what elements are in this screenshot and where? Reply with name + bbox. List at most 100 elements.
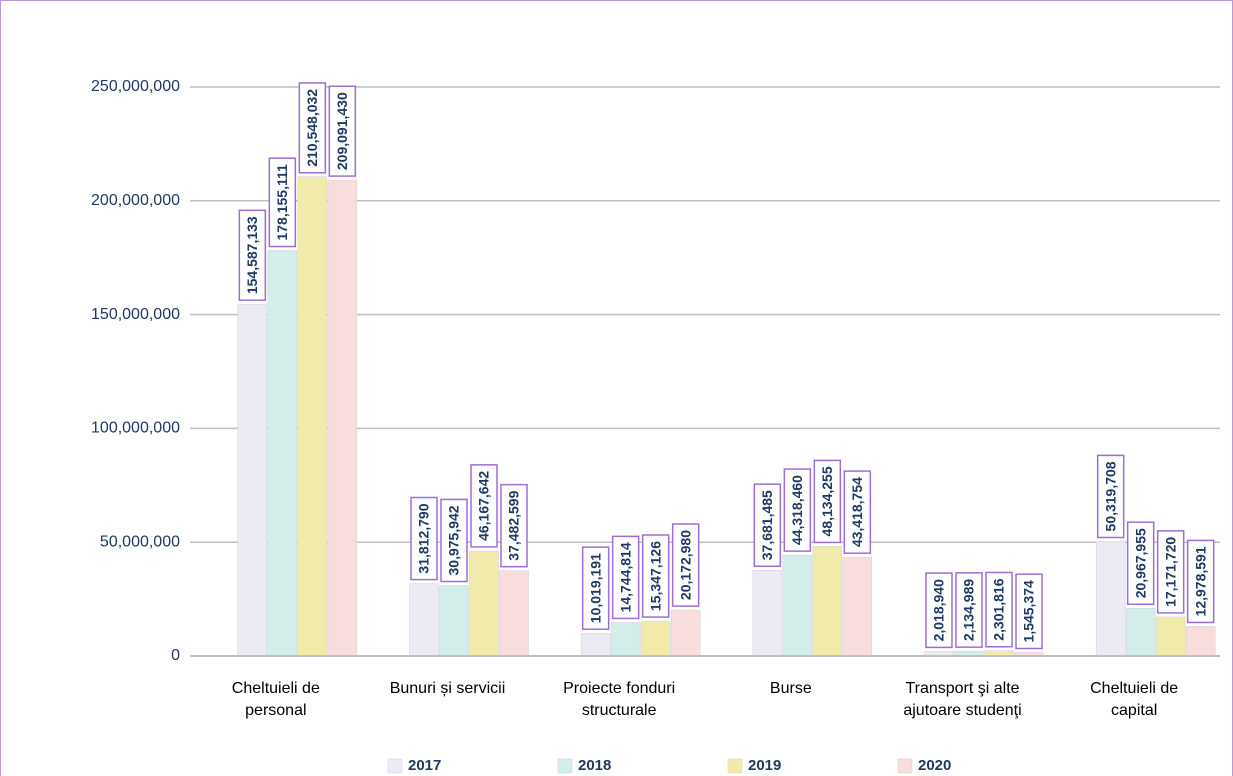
bar (782, 554, 813, 657)
value-label-box (328, 85, 357, 177)
value-label: 43,418,754 (843, 470, 872, 554)
value-label-box (440, 498, 468, 583)
value-label: 20,172,980 (671, 523, 700, 607)
value-label: 2,018,940 (925, 572, 953, 649)
value-label-text: 48,134,255 (819, 466, 835, 536)
value-label: 30,975,942 (440, 498, 468, 583)
bar (1125, 608, 1156, 657)
x-tick-label: Bunuri și servicii (390, 680, 506, 697)
value-label-text: 31,812,790 (416, 503, 432, 573)
x-tick-label: Transport şi alte ajutoare studenţi (903, 680, 1021, 719)
bar (580, 632, 611, 657)
value-label-text: 50,319,708 (1102, 461, 1118, 531)
value-label-box (298, 82, 327, 174)
value-label-text: 17,171,720 (1162, 537, 1178, 607)
value-label-box (581, 546, 610, 630)
legend-label: 2019 (748, 757, 781, 774)
bar (439, 585, 469, 657)
value-label-box (1015, 573, 1043, 650)
bar (842, 556, 873, 657)
value-label-text: 2,134,989 (961, 579, 977, 641)
y-tick-label: 100,000,000 (91, 420, 180, 437)
value-label: 20,967,955 (1126, 521, 1155, 606)
value-label: 17,171,720 (1156, 530, 1185, 614)
value-label-box (1096, 454, 1125, 539)
value-label: 46,167,642 (470, 464, 498, 548)
value-label: 1,545,374 (1015, 573, 1043, 650)
bar (670, 609, 701, 657)
value-label-box (641, 534, 670, 618)
value-label-text: 14,744,814 (617, 542, 633, 612)
value-label-text: 46,167,642 (476, 471, 492, 541)
bar (1095, 541, 1126, 657)
y-tick-label: 250,000,000 (91, 78, 180, 95)
value-label-box (410, 496, 438, 581)
bar (640, 620, 671, 657)
value-label-text: 37,681,485 (759, 490, 775, 560)
y-tick-label: 150,000,000 (91, 306, 180, 323)
legend-label: 2017 (408, 757, 441, 774)
value-label-text: 37,482,599 (506, 490, 522, 560)
value-label: 154,587,133 (238, 209, 267, 301)
value-label-box (813, 459, 842, 544)
value-label: 12,978,591 (1186, 539, 1215, 624)
legend-swatch (387, 758, 403, 774)
x-tick-label: Cheltuieli de personal (232, 680, 320, 719)
value-label-text: 15,347,126 (647, 541, 663, 611)
y-tick-label: 0 (171, 647, 180, 664)
value-label: 37,482,599 (500, 483, 528, 568)
value-label-box (843, 470, 872, 554)
value-label-box (1126, 521, 1155, 606)
value-label: 210,548,032 (298, 82, 327, 174)
bar (327, 179, 358, 657)
x-tick-label: Cheltuieli de capital (1090, 680, 1178, 719)
value-label: 2,301,816 (985, 571, 1013, 648)
value-label-box (671, 523, 700, 607)
value-label-box (470, 464, 498, 548)
value-label: 15,347,126 (641, 534, 670, 618)
value-label-box (753, 483, 782, 567)
value-label: 50,319,708 (1096, 454, 1125, 539)
bar (267, 250, 298, 657)
x-tick-label: Burse (770, 680, 812, 697)
value-label-text: 2,018,940 (931, 579, 947, 641)
value-label-text: 210,548,032 (304, 89, 320, 167)
value-label-text: 20,967,955 (1132, 528, 1148, 598)
value-label-box (1156, 530, 1185, 614)
value-label-text: 12,978,591 (1192, 546, 1208, 616)
legend-swatch (557, 758, 573, 774)
value-label-text: 154,587,133 (244, 216, 260, 294)
value-label-text: 1,545,374 (1021, 580, 1037, 642)
value-label: 48,134,255 (813, 459, 842, 544)
value-label-box (925, 572, 953, 649)
value-label-text: 44,318,460 (789, 475, 805, 545)
value-label: 44,318,460 (783, 468, 812, 552)
value-label: 14,744,814 (611, 535, 640, 620)
bar (1185, 626, 1216, 657)
value-label: 2,134,989 (955, 572, 983, 648)
bar (1155, 616, 1186, 657)
y-tick-label: 50,000,000 (100, 533, 180, 550)
bar (812, 546, 843, 657)
bar (297, 176, 328, 657)
bar (499, 570, 529, 657)
value-label-text: 20,172,980 (677, 530, 693, 600)
legend-label: 2018 (578, 757, 611, 774)
value-label-box (268, 157, 297, 248)
value-label-box (500, 483, 528, 568)
legend-swatch (897, 758, 913, 774)
value-label-box (955, 572, 983, 648)
value-label-text: 43,418,754 (849, 477, 865, 547)
value-label: 31,812,790 (410, 496, 438, 581)
x-tick-label: Proiecte fonduri structurale (563, 680, 675, 719)
value-label-box (1186, 539, 1215, 624)
value-label-box (238, 209, 267, 301)
value-label-box (783, 468, 812, 552)
value-label-text: 2,301,816 (991, 578, 1007, 640)
value-label-text: 10,019,191 (587, 553, 603, 623)
value-label-text: 30,975,942 (446, 505, 462, 575)
legend-swatch (727, 758, 743, 774)
bar (409, 583, 439, 657)
